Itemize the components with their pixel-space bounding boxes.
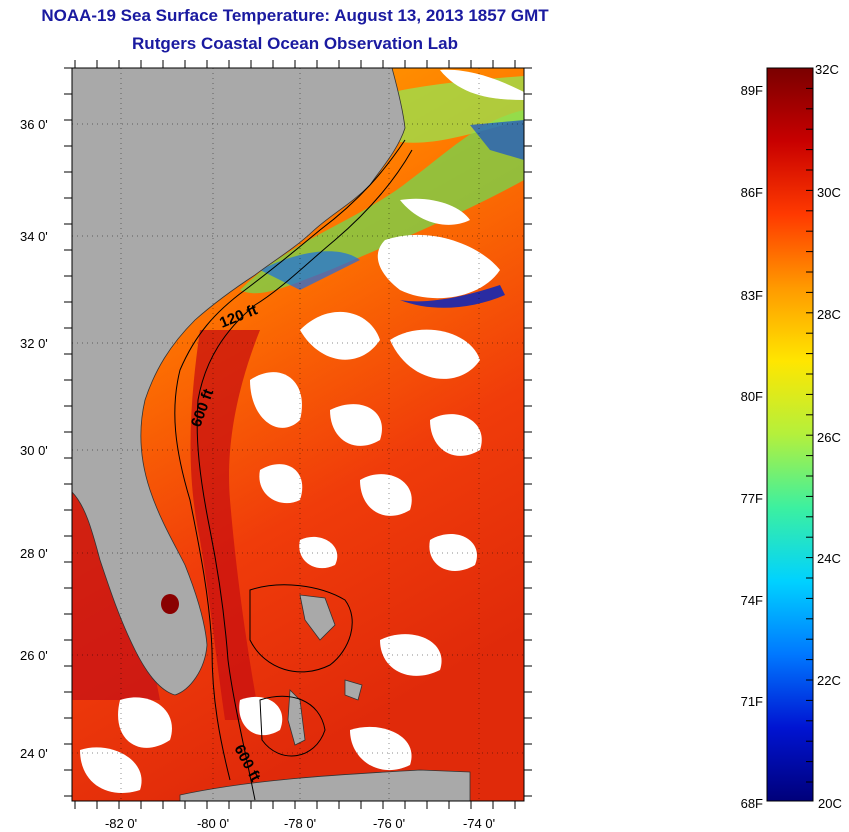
colorbar-label-83f: 83F [741, 288, 763, 303]
lat-label-28: 28 0' [20, 546, 48, 561]
lon-label-82: -82 0' [105, 816, 137, 831]
colorbar-label-86f: 86F [741, 185, 763, 200]
land-mass [72, 68, 406, 696]
colorbar-label-68f: 68F [741, 796, 763, 811]
gulf-stream-band [190, 330, 260, 720]
lat-label-24: 24 0' [20, 746, 48, 761]
lat-label-30: 30 0' [20, 443, 48, 458]
lat-label-32: 32 0' [20, 336, 48, 351]
colorbar [766, 67, 814, 802]
colorbar-label-80f: 80F [741, 389, 763, 404]
lat-label-26: 26 0' [20, 648, 48, 663]
bathymetry-contours [174, 139, 413, 801]
colorbar-label-32c: 32C [815, 62, 839, 77]
lake-okeechobee [161, 594, 179, 614]
lon-label-74: -74 0' [463, 816, 495, 831]
colorbar-label-74f: 74F [741, 593, 763, 608]
cuba-land [179, 769, 471, 801]
colorbar-label-20c: 20C [818, 796, 842, 811]
colorbar-label-89f: 89F [741, 83, 763, 98]
colorbar-label-22c: 22C [817, 673, 841, 688]
lat-label-34: 34 0' [20, 229, 48, 244]
colorbar-label-28c: 28C [817, 307, 841, 322]
lat-label-36: 36 0' [20, 117, 48, 132]
map-subtitle: Rutgers Coastal Ocean Observation Lab [132, 34, 458, 53]
cloud-mask [80, 69, 524, 794]
colorbar-label-24c: 24C [817, 551, 841, 566]
lon-label-80: -80 0' [197, 816, 229, 831]
map-frame [71, 67, 525, 802]
lon-label-76: -76 0' [373, 816, 405, 831]
lon-label-78: -78 0' [284, 816, 316, 831]
colorbar-label-77f: 77F [741, 491, 763, 506]
colorbar-label-26c: 26C [817, 430, 841, 445]
map-title: NOAA-19 Sea Surface Temperature: August … [41, 6, 549, 25]
grid-lines [72, 68, 524, 801]
colorbar-label-71f: 71F [741, 694, 763, 709]
colorbar-label-30c: 30C [817, 185, 841, 200]
shelf-cool-water [240, 110, 524, 294]
